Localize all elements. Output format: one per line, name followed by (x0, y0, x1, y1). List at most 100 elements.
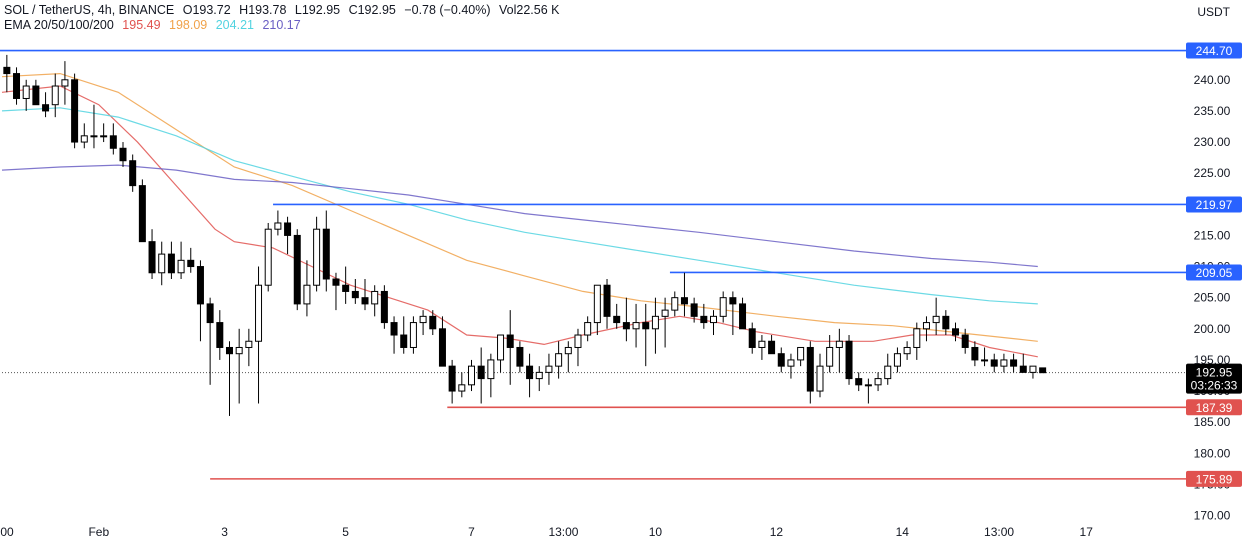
candle (187, 247, 195, 273)
candle (700, 303, 708, 329)
x-tick-label: 3:00 (0, 525, 14, 539)
candle-body (545, 365, 553, 373)
candle-body (574, 334, 582, 348)
candle (661, 297, 669, 348)
candle-body (438, 328, 446, 367)
y-tick-label: 185.00 (1194, 415, 1231, 429)
candle-body (167, 253, 175, 274)
candle-body (700, 315, 708, 324)
candle-body (448, 365, 456, 392)
candle-body (826, 346, 834, 367)
candle-body (1010, 359, 1018, 367)
candle-body (671, 297, 679, 311)
open-value: O193.72 (182, 3, 231, 17)
candle (816, 353, 824, 398)
candle (371, 285, 379, 317)
candle (942, 310, 950, 336)
candle (981, 347, 989, 367)
high-value: H193.78 (239, 3, 287, 17)
candle (826, 335, 834, 373)
candle (961, 328, 969, 354)
candle-body (477, 365, 485, 380)
candle (216, 310, 224, 360)
x-tick-label: 17 (1080, 525, 1094, 539)
candle-body (429, 315, 437, 330)
countdown-label: 03:26:33 (1191, 379, 1238, 393)
ema-line (1, 85, 1038, 358)
candle-body (497, 334, 505, 361)
candle-body (593, 284, 601, 324)
ema-lines (1, 72, 1038, 358)
ema200-value: 210.17 (262, 18, 301, 32)
candle-body (90, 135, 98, 138)
low-value: L192.95 (294, 3, 341, 17)
candle-body (100, 135, 108, 138)
candle (845, 335, 853, 385)
candle (758, 335, 766, 360)
level-price-label: 219.97 (1196, 198, 1233, 212)
candle (1029, 365, 1037, 379)
candle (729, 291, 737, 336)
y-tick-label: 200.00 (1194, 322, 1231, 336)
candle-body (138, 185, 146, 243)
x-tick-label: 13:00 (984, 525, 1014, 539)
level-price-tag (1186, 42, 1242, 59)
candle (255, 266, 263, 404)
candle-body (777, 353, 785, 367)
candle-body (758, 340, 766, 348)
candle (680, 272, 688, 317)
candle-body (487, 359, 495, 380)
candle (835, 328, 843, 373)
candle-body (835, 340, 843, 348)
candle (874, 372, 882, 392)
symbol-title[interactable]: SOL / TetherUS, 4h, BINANCE (4, 3, 175, 17)
candle-body (690, 303, 698, 317)
candle-body (710, 315, 718, 324)
candle-body (632, 322, 640, 330)
candle (390, 316, 398, 354)
currency-label: USDT (1197, 5, 1230, 19)
change-value: −0.78 (−0.40%) (404, 3, 491, 17)
candle-body (80, 135, 88, 143)
candle-body (613, 315, 621, 324)
candle (952, 322, 960, 342)
candle (109, 123, 117, 155)
candle-body (22, 85, 30, 99)
ema-label[interactable]: EMA 20/50/100/200 (4, 18, 114, 32)
candle-body (129, 160, 137, 187)
candle-body (284, 222, 292, 236)
candle (167, 241, 175, 279)
candle-body (61, 79, 69, 87)
candle (467, 359, 475, 392)
candle-body (1029, 365, 1037, 373)
candle (400, 316, 408, 354)
candle (235, 328, 243, 404)
candle-body (806, 346, 814, 392)
candle (206, 297, 214, 385)
x-tick-label: 14 (896, 525, 910, 539)
candle (1000, 353, 1008, 373)
candle-body (642, 322, 650, 330)
candle (739, 297, 747, 330)
candle (196, 260, 204, 342)
candle-body (303, 284, 311, 305)
x-tick-label: 13:00 (548, 525, 578, 539)
candle (768, 335, 776, 355)
candle-body (390, 322, 398, 336)
x-tick-label: 10 (649, 525, 663, 539)
candle-body (177, 259, 185, 274)
candle (545, 353, 553, 385)
candle (90, 104, 98, 149)
level-lines (0, 49, 1187, 480)
candle-body (109, 135, 117, 149)
candle (632, 303, 640, 348)
ohlc-legend: SOL / TetherUS, 4h, BINANCE O193.72 H193… (4, 3, 564, 17)
candle (971, 341, 979, 367)
candle-body (893, 353, 901, 367)
candle-body (206, 303, 214, 324)
candle-body (3, 66, 11, 75)
candle (893, 347, 901, 373)
candle-body (942, 315, 950, 330)
candle-body (603, 284, 611, 317)
